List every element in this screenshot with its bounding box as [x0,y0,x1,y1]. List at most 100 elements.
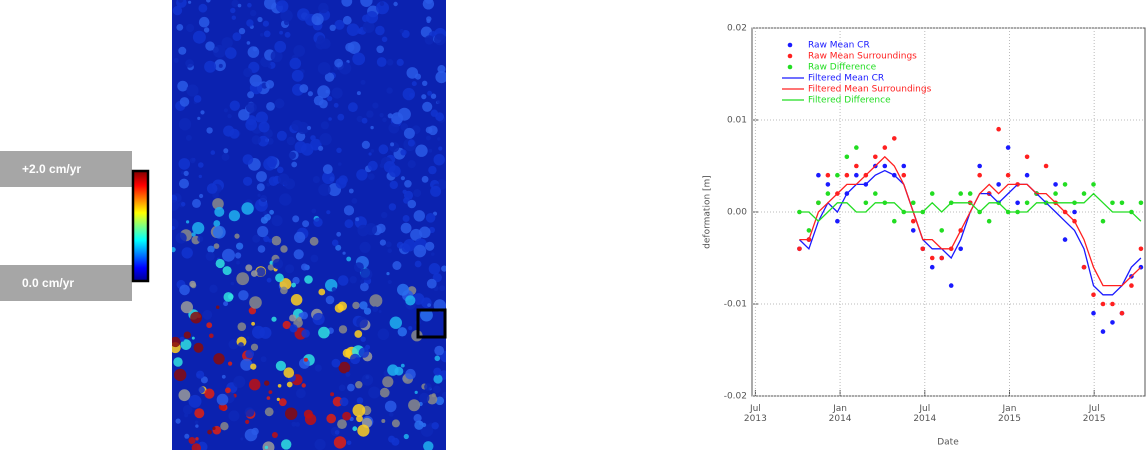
image-blob [357,225,369,237]
data-point [996,127,1001,132]
image-blob [238,322,247,331]
image-blob [213,226,226,239]
image-blob [184,434,189,439]
data-point [977,164,982,169]
image-blob [334,436,346,448]
image-blob [434,34,446,46]
image-blob [256,171,267,182]
image-blob [191,232,195,236]
image-blob [190,158,196,164]
image-blob [176,24,183,31]
image-blob [278,173,289,184]
image-blob [346,257,351,262]
image-blob [320,38,331,49]
image-blob [281,439,291,449]
image-blob [246,102,257,113]
image-blob [369,294,382,307]
image-blob [291,294,303,306]
image-blob [386,241,392,247]
image-blob [190,312,202,324]
image-blob [359,301,367,309]
image-blob [332,359,341,368]
image-blob [234,234,239,239]
image-blob [171,247,176,252]
image-blob [352,426,357,431]
data-point [1072,210,1077,215]
image-blob [419,393,429,403]
image-blob [195,437,198,440]
image-blob [332,88,343,99]
data-point [1120,201,1125,206]
image-blob [318,289,325,296]
image-blob [285,264,294,273]
image-blob [433,368,441,376]
image-blob [415,391,418,394]
image-blob [415,261,422,268]
data-point [1101,302,1106,307]
image-blob [377,57,387,67]
image-blob [398,327,407,336]
data-point [939,256,944,261]
image-blob [217,394,229,406]
image-blob [429,263,441,275]
image-blob [247,336,250,339]
image-blob [202,310,212,320]
image-blob [258,245,266,253]
image-blob [291,120,302,131]
image-blob [192,337,195,340]
image-blob [229,210,240,221]
image-blob [434,346,444,356]
image-blob [275,99,285,109]
image-blob [263,158,276,171]
data-point [835,173,840,178]
image-blob [280,245,287,252]
image-blob [193,31,206,44]
image-blob [356,415,363,422]
image-blob [393,2,397,6]
data-point [1006,173,1011,178]
data-point [1053,182,1058,187]
image-blob [381,212,387,218]
image-blob [294,249,304,259]
image-blob [430,186,441,197]
image-blob [419,227,431,239]
image-blob [245,429,258,442]
image-blob [277,167,284,174]
image-blob [347,441,352,446]
image-blob [198,387,205,394]
image-blob [182,247,193,258]
image-blob [305,414,316,425]
image-blob [313,313,325,325]
image-blob [345,219,354,228]
image-blob [277,131,287,141]
image-blob [387,248,392,253]
image-blob [199,194,203,198]
image-blob [362,374,374,386]
image-blob [361,337,366,342]
image-blob [252,235,260,243]
image-blob [213,353,224,364]
data-point [958,247,963,252]
y-tick-label: -0.01 [724,300,747,310]
image-blob [238,4,242,8]
image-blob [291,422,296,427]
image-blob [213,45,226,58]
image-blob [352,302,359,309]
image-blob [311,209,316,214]
image-blob [277,398,280,401]
image-blob [356,317,368,329]
image-blob [318,62,331,75]
image-blob [220,422,228,430]
image-blob [432,393,436,397]
data-point [949,283,954,288]
y-tick-label: 0.01 [727,116,747,126]
image-blob [392,261,401,270]
image-blob [263,211,267,215]
image-blob [206,127,212,133]
image-blob [181,202,185,206]
image-blob [387,59,394,66]
image-blob [376,224,385,233]
chart-canvas: deformation [m] Date 0.020.010.00-0.01-0… [0,0,1148,450]
image-blob [389,203,396,210]
image-blob [400,149,406,155]
